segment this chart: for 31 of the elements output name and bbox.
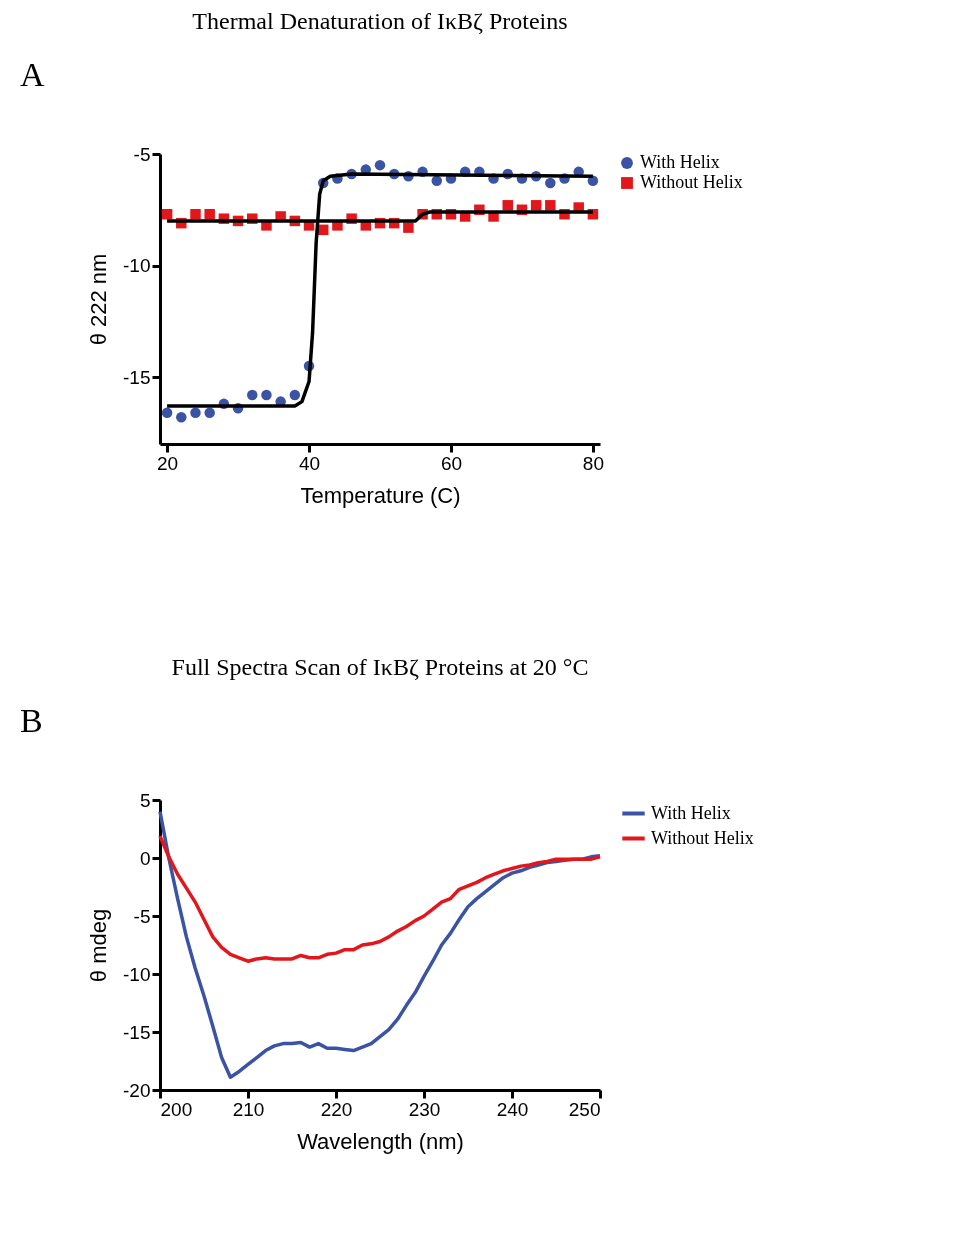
chart-title: Thermal Denaturation of IκBζ Proteins xyxy=(192,8,568,34)
x-tick-label: 250 xyxy=(568,1098,601,1120)
y-tick-label: -15 xyxy=(123,366,151,388)
y-tick-label: 0 xyxy=(139,847,151,869)
x-tick-label: 220 xyxy=(320,1098,353,1120)
legend-label: Without Helix xyxy=(651,827,754,848)
legend-label: With Helix xyxy=(640,152,720,172)
x-tick-label: 210 xyxy=(232,1098,265,1120)
y-axis-title: θ 222 nm xyxy=(86,253,112,346)
x-tick-label: 80 xyxy=(582,452,604,474)
x-tick-label: 200 xyxy=(160,1098,193,1120)
x-axis-title: Temperature (C) xyxy=(300,482,461,508)
x-axis-title: Wavelength (nm) xyxy=(297,1128,464,1154)
text: B xyxy=(20,702,43,739)
legend-label: Without Helix xyxy=(640,172,743,192)
x-tick-label: 40 xyxy=(298,452,321,474)
y-axis-title: θ mdeg xyxy=(86,908,112,983)
text: A xyxy=(20,56,45,93)
y-tick-label: -15 xyxy=(123,1021,151,1043)
y-tick-label: -5 xyxy=(133,143,151,165)
y-tick-label: 5 xyxy=(139,789,151,811)
y-tick-label: -10 xyxy=(123,963,151,985)
chart-title: Full Spectra Scan of IκBζ Proteins at 20 °C xyxy=(171,654,589,680)
y-tick-label: -20 xyxy=(123,1079,151,1101)
y-tick-label: -5 xyxy=(133,905,151,927)
x-tick-label: 60 xyxy=(440,452,463,474)
x-tick-label: 240 xyxy=(496,1098,529,1120)
x-tick-label: 20 xyxy=(157,452,179,474)
y-tick-label: -10 xyxy=(123,255,151,277)
x-tick-label: 230 xyxy=(408,1098,441,1120)
legend-label: With Helix xyxy=(651,802,731,823)
